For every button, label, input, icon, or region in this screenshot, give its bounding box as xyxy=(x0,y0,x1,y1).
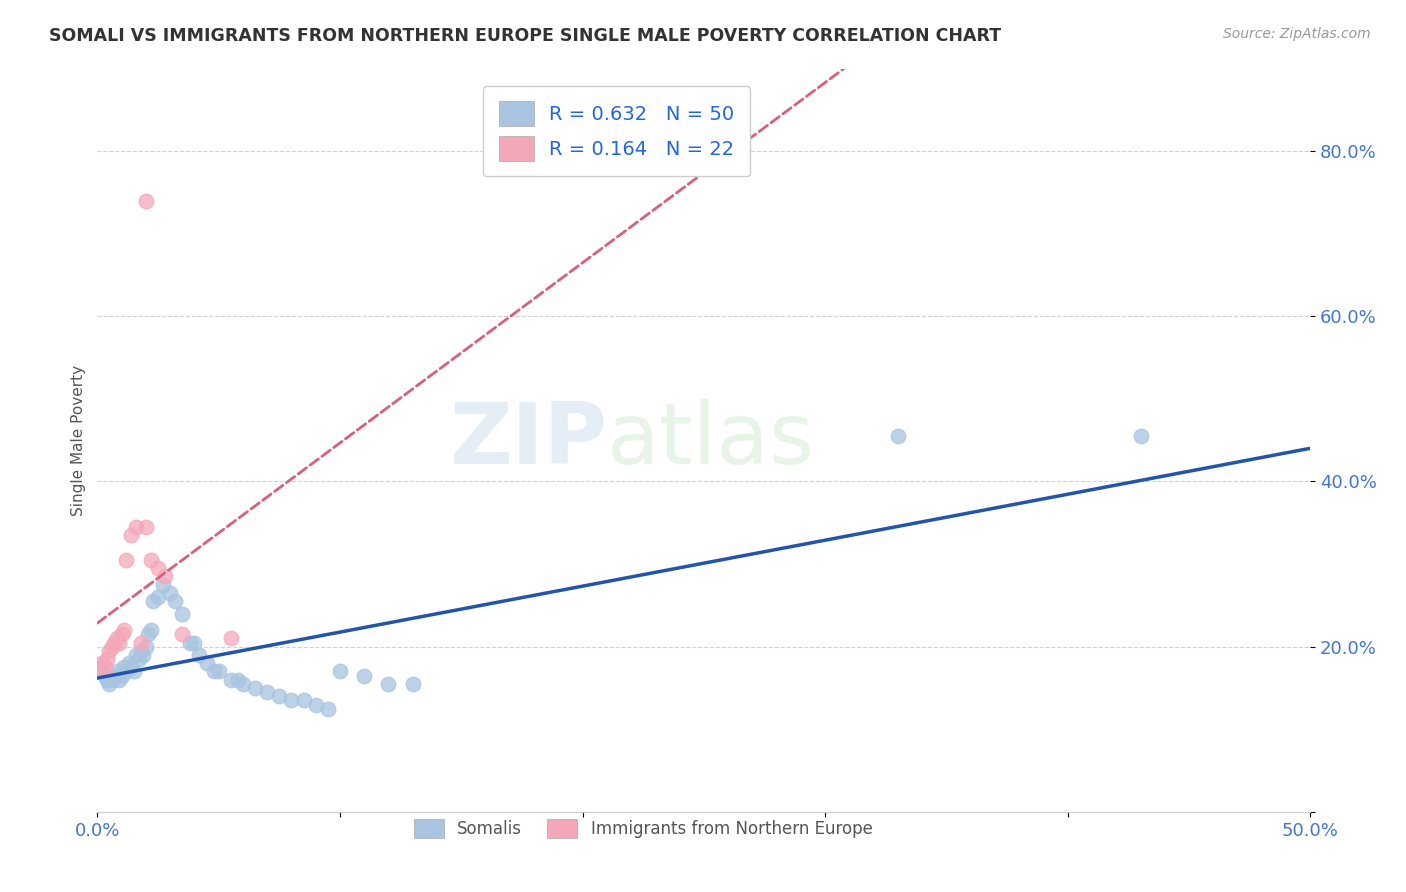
Text: SOMALI VS IMMIGRANTS FROM NORTHERN EUROPE SINGLE MALE POVERTY CORRELATION CHART: SOMALI VS IMMIGRANTS FROM NORTHERN EUROP… xyxy=(49,27,1001,45)
Point xyxy=(219,673,242,687)
Point xyxy=(91,665,114,679)
Point xyxy=(179,635,201,649)
Point xyxy=(402,677,425,691)
Point xyxy=(208,665,231,679)
Point xyxy=(93,668,115,682)
Point xyxy=(226,673,249,687)
Point xyxy=(129,644,152,658)
Point xyxy=(146,561,169,575)
Point xyxy=(110,627,132,641)
Point xyxy=(120,660,142,674)
Point xyxy=(135,194,157,208)
Point xyxy=(887,429,910,443)
Point xyxy=(188,648,211,662)
Point xyxy=(89,660,111,674)
Point xyxy=(103,635,125,649)
Point xyxy=(103,668,125,682)
Point xyxy=(172,607,194,621)
Point xyxy=(183,635,205,649)
Point xyxy=(93,660,115,674)
Point xyxy=(110,668,132,682)
Point xyxy=(98,677,121,691)
Point xyxy=(101,640,124,654)
Text: ZIP: ZIP xyxy=(449,399,607,482)
Point xyxy=(163,594,186,608)
Point xyxy=(146,590,169,604)
Point xyxy=(280,693,302,707)
Point xyxy=(120,528,142,542)
Y-axis label: Single Male Poverty: Single Male Poverty xyxy=(72,365,86,516)
Point xyxy=(132,648,155,662)
Point xyxy=(292,693,315,707)
Point xyxy=(139,553,162,567)
Point xyxy=(125,520,148,534)
Point xyxy=(232,677,254,691)
Point xyxy=(377,677,399,691)
Point xyxy=(269,690,291,704)
Point xyxy=(136,627,159,641)
Point xyxy=(108,673,131,687)
Point xyxy=(329,665,352,679)
Legend: Somalis, Immigrants from Northern Europe: Somalis, Immigrants from Northern Europe xyxy=(408,812,879,845)
Point xyxy=(125,648,148,662)
Text: Source: ZipAtlas.com: Source: ZipAtlas.com xyxy=(1223,27,1371,41)
Point xyxy=(128,652,150,666)
Point xyxy=(159,586,181,600)
Point xyxy=(142,594,165,608)
Text: atlas: atlas xyxy=(607,399,815,482)
Point xyxy=(105,665,128,679)
Point xyxy=(256,685,278,699)
Point xyxy=(316,701,339,715)
Point xyxy=(202,665,225,679)
Point xyxy=(115,553,138,567)
Point xyxy=(96,652,118,666)
Point xyxy=(112,623,135,637)
Point xyxy=(1129,429,1152,443)
Point xyxy=(155,569,177,583)
Point xyxy=(118,657,141,671)
Point xyxy=(91,657,114,671)
Point xyxy=(135,640,157,654)
Point xyxy=(98,644,121,658)
Point xyxy=(129,635,152,649)
Point xyxy=(112,660,135,674)
Point xyxy=(152,578,174,592)
Point xyxy=(101,673,124,687)
Point xyxy=(172,627,194,641)
Point xyxy=(96,673,118,687)
Point xyxy=(353,668,375,682)
Point xyxy=(139,623,162,637)
Point xyxy=(89,660,111,674)
Point xyxy=(122,665,145,679)
Point xyxy=(115,665,138,679)
Point xyxy=(305,698,328,712)
Point xyxy=(105,632,128,646)
Point xyxy=(108,635,131,649)
Point xyxy=(243,681,266,695)
Point xyxy=(195,657,218,671)
Point xyxy=(135,520,157,534)
Point xyxy=(219,632,242,646)
